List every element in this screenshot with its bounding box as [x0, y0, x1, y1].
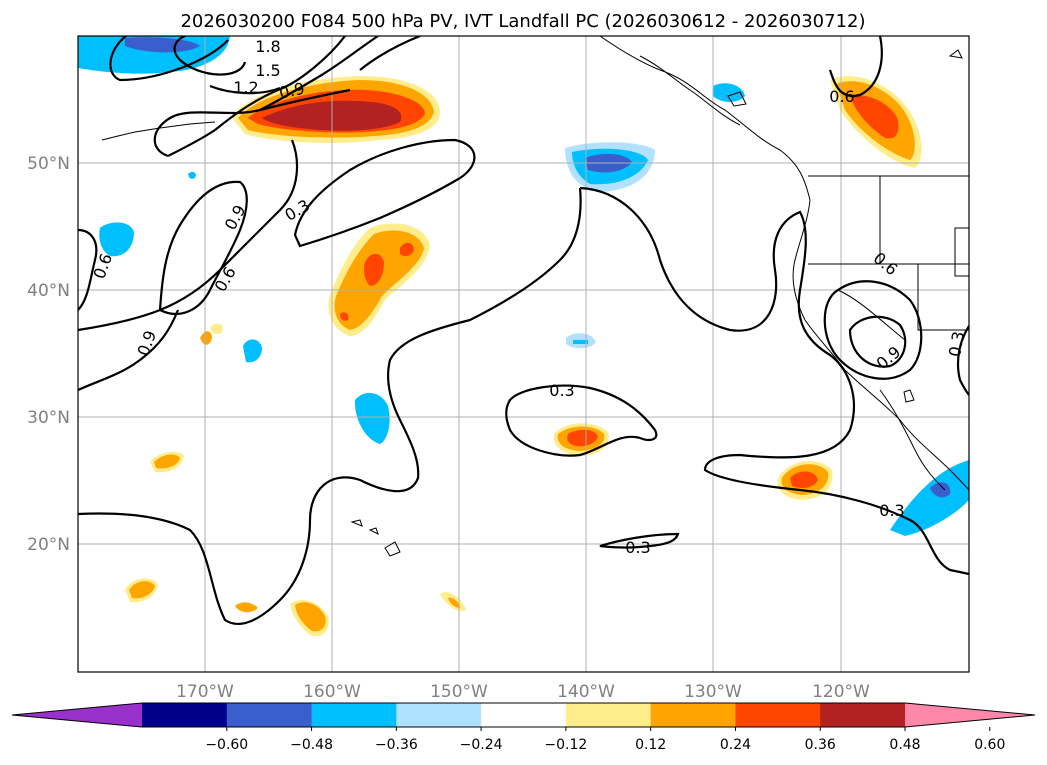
- colorbar-tick-label: 0.36: [805, 737, 836, 753]
- contour-north-2: [259, 36, 379, 111]
- colorbar-segment: [650, 703, 736, 727]
- red-spot-mid: [364, 253, 384, 286]
- contour-upper-north: [167, 36, 346, 157]
- colorbar-tick-label: 0.60: [974, 737, 1005, 753]
- contour-0-6-far-west: [78, 228, 98, 311]
- contour-0-9-north: [153, 88, 351, 158]
- contour-label-0-3-center: 0.3: [549, 381, 574, 400]
- blue-core-northwest: [125, 37, 200, 53]
- figure-title: 2026030200 F084 500 hPa PV, IVT Landfall…: [180, 11, 865, 32]
- blue-dot-west: [188, 171, 196, 179]
- contour-0-3-main: [78, 187, 582, 625]
- blue-region-30n: [354, 392, 390, 444]
- contour-0-9-mexico: [848, 315, 907, 368]
- lat-label-50n: 50°N: [27, 154, 70, 174]
- colorbar: −0.60 −0.48 −0.36 −0.24 −0.12 0.12 0.24 0.36 0.4…: [11, 702, 1036, 753]
- blue-spot-140w: [573, 340, 588, 344]
- pv-contours: [78, 36, 969, 625]
- colorbar-segment: [311, 703, 397, 727]
- contour-label-1-2: 1.2: [233, 78, 258, 97]
- lon-label-160w: 160°W: [303, 682, 361, 702]
- contour-1-2: [209, 84, 281, 95]
- red-spot-mid-2: [400, 242, 414, 257]
- colorbar-segment: [481, 703, 567, 727]
- contour-0-6-west: [78, 139, 298, 332]
- blue-spot-alaska: [713, 83, 745, 102]
- colorbar-extend-low: [12, 703, 142, 727]
- contour-north-3: [359, 36, 421, 71]
- yellow-dot-west: [210, 323, 223, 335]
- red-region-northeast: [850, 95, 899, 139]
- orange-dot-west: [200, 331, 212, 345]
- red-dot-mid: [340, 312, 349, 321]
- colorbar-segment: [142, 703, 228, 727]
- contour-1-5: [173, 36, 247, 76]
- colorbar-tick-label: −0.24: [460, 737, 503, 753]
- lat-label-30n: 30°N: [27, 408, 70, 428]
- colorbar-extend-high: [905, 703, 1035, 727]
- blue-region-west: [99, 222, 134, 257]
- colorbar-outline: [11, 702, 1036, 728]
- orange-spot-south: [295, 602, 326, 632]
- contour-0-6-mexico: [823, 280, 923, 380]
- lon-label-140w: 140°W: [557, 682, 615, 702]
- colorbar-tick-label: 0.48: [889, 737, 920, 753]
- contour-label-0-3-east: 0.3: [879, 501, 904, 520]
- orange-spot-south-3: [448, 597, 460, 608]
- red-core-30n: [567, 429, 598, 447]
- longitude-labels: 170°W 160°W 150°W 140°W 130°W 120°W: [176, 682, 870, 702]
- contour-0-3-upper: [293, 138, 476, 248]
- lon-label-130w: 130°W: [684, 682, 742, 702]
- lon-label-120w: 120°W: [812, 682, 870, 702]
- contour-label-0-6-ne: 0.6: [829, 87, 854, 106]
- contour-label-1-5: 1.5: [255, 61, 280, 80]
- colorbar-segment: [820, 703, 906, 727]
- colorbar-tick-label: −0.48: [290, 737, 333, 753]
- coastlines: [101, 36, 969, 557]
- lat-label-40n: 40°N: [27, 281, 70, 301]
- contour-0-3-east: [579, 186, 969, 576]
- colorbar-segment: [565, 703, 652, 727]
- contour-0-3-center: [505, 384, 658, 457]
- contour-west-lower: [78, 309, 180, 392]
- contour-0-3-edge: [956, 325, 969, 396]
- blue-region-southeast: [890, 460, 969, 536]
- colorbar-tick-label: −0.36: [375, 737, 418, 753]
- contour-1-8: [109, 36, 229, 82]
- colorbar-segment: [226, 703, 313, 727]
- orange-spot-south-2: [235, 602, 258, 613]
- colorbar-tick-label: −0.12: [544, 737, 587, 753]
- map-area: 1.8 1.5 1.2 0.9 0.9 0.3 0.6 0.6 0.9 0.3 …: [78, 36, 969, 672]
- lat-label-20n: 20°N: [27, 535, 70, 555]
- contour-label-1-8: 1.8: [255, 37, 280, 56]
- colorbar-segment: [396, 703, 482, 727]
- colorbar-tick-label: −0.60: [205, 737, 248, 753]
- contour-0-6-ne: [828, 36, 883, 98]
- contour-0-9-west: [158, 180, 248, 315]
- contour-label-0-3-south: 0.3: [625, 538, 650, 557]
- colorbar-tick-label: 0.12: [635, 737, 666, 753]
- blue-spot-160w: [243, 339, 262, 363]
- orange-spot-sw1: [154, 454, 180, 469]
- contour-0-3-south: [599, 532, 680, 549]
- map-frame: [77, 35, 970, 673]
- contour-label-0-9-north: 0.9: [277, 79, 306, 103]
- lon-label-170w: 170°W: [176, 682, 234, 702]
- lon-label-150w: 150°W: [430, 682, 488, 702]
- contour-label-0-3-edge: 0.3: [945, 330, 968, 358]
- colorbar-segment: [735, 703, 821, 727]
- blue-core-southeast: [930, 482, 951, 498]
- latitude-labels: 50°N 40°N 30°N 20°N: [27, 154, 70, 555]
- colorbar-tick-label: 0.24: [720, 737, 751, 753]
- red-core-baja: [790, 471, 818, 488]
- orange-spot-sw2: [129, 581, 155, 599]
